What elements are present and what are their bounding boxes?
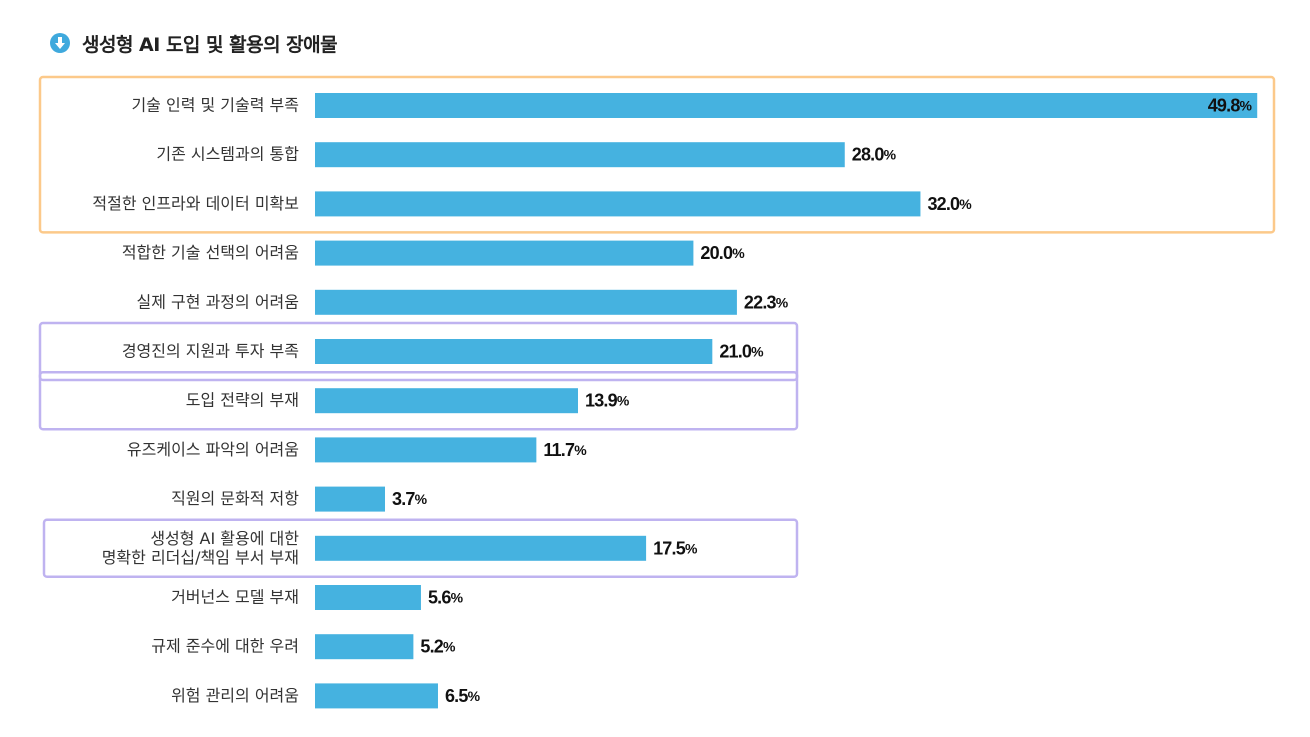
category-label: 유즈케이스 파악의 어려움 <box>127 439 299 458</box>
category-label: 실제 구현 과정의 어려움 <box>137 292 299 311</box>
category-label: 경영진의 지원과 투자 부족 <box>122 341 299 360</box>
category-label: 기술 인력 및 기술력 부족 <box>131 95 299 114</box>
bar <box>315 388 578 414</box>
bar <box>315 683 438 709</box>
value-label: 5.6% <box>428 587 464 607</box>
category-label: 기존 시스템과의 통합 <box>156 144 299 163</box>
value-label: 49.8% <box>1208 95 1253 115</box>
category-label: 적절한 인프라와 데이터 미확보 <box>92 193 299 212</box>
highlight-box <box>38 321 799 382</box>
chart-title: 생성형 AI 도입 및 활용의 장애물 <box>82 33 338 56</box>
category-label: 적합한 기술 선택의 어려움 <box>122 243 299 262</box>
value-label: 5.2% <box>420 636 456 656</box>
bar <box>315 486 386 512</box>
value-label: 21.0% <box>719 341 764 361</box>
value-label: 17.5% <box>653 538 698 558</box>
value-label: 20.0% <box>700 243 745 263</box>
chart-header: 생성형 AI 도입 및 활용의 장애물 <box>50 28 338 58</box>
value-label: 32.0% <box>927 194 972 214</box>
bar <box>315 142 845 168</box>
category-label: 생성형 AI 활용에 대한 명확한 리더십/책임 부서 부재 <box>102 528 300 566</box>
bar <box>315 535 647 561</box>
highlight-box <box>38 75 1276 234</box>
bar <box>315 339 713 364</box>
value-label: 28.0% <box>852 144 897 164</box>
bar <box>315 585 421 610</box>
value-label: 11.7% <box>543 440 587 460</box>
bar <box>315 93 1258 118</box>
bar <box>315 634 414 660</box>
category-label: 위험 관리의 어려움 <box>171 685 299 704</box>
value-label: 3.7% <box>392 489 428 509</box>
category-label: 거버넌스 모델 부재 <box>171 587 299 606</box>
value-label: 6.5% <box>445 686 481 706</box>
value-label: 22.3% <box>744 292 789 312</box>
bar <box>315 240 694 266</box>
category-label: 규제 준수에 대한 우려 <box>151 636 299 655</box>
category-label: 직원의 문화적 저항 <box>171 489 299 508</box>
value-label: 13.9% <box>585 390 630 410</box>
bar <box>315 191 921 217</box>
arrow-down-circle-icon <box>50 33 70 53</box>
highlight-box <box>38 370 799 431</box>
highlight-box <box>42 518 799 579</box>
category-label: 도입 전략의 부재 <box>186 390 299 409</box>
bar <box>315 289 737 315</box>
bar <box>315 437 537 463</box>
